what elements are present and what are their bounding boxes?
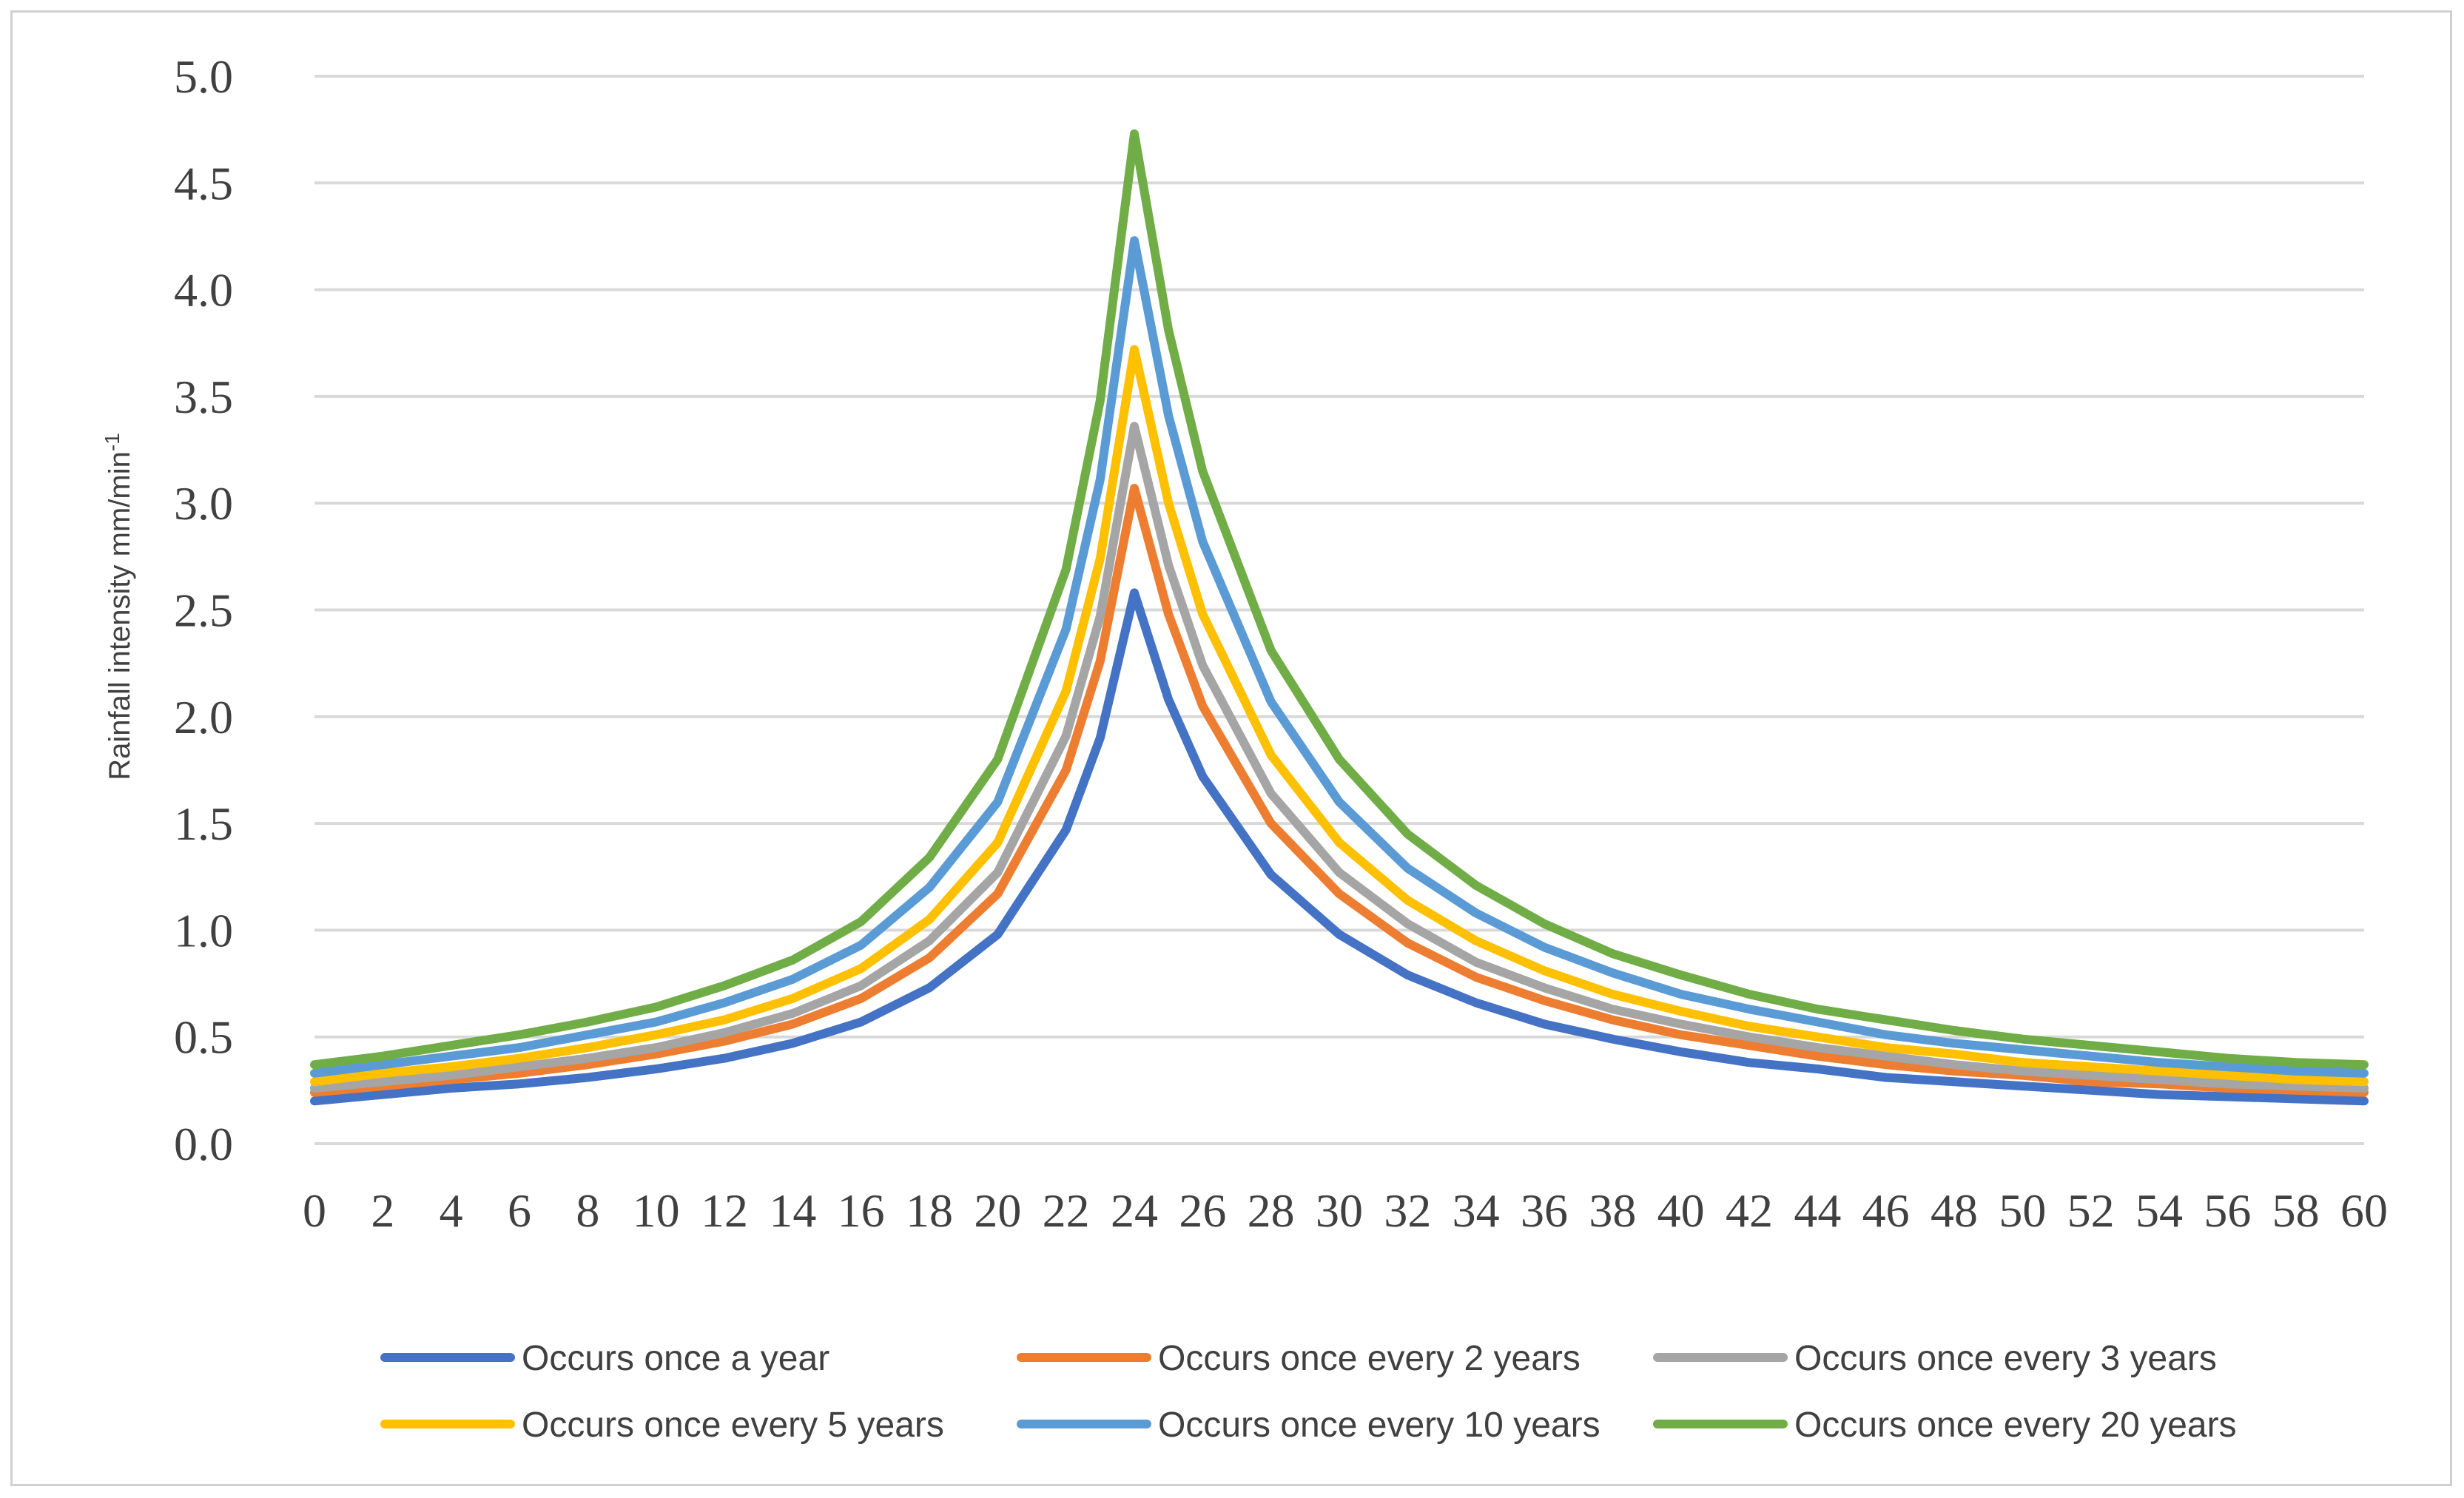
legend-item-4: Occurs once every 5 years	[380, 1406, 944, 1445]
x-tick-label: 20	[974, 1184, 1021, 1237]
series-line-2	[310, 484, 2369, 1097]
y-tick-label: 5.0	[174, 50, 233, 103]
y-tick-label: 2.0	[174, 691, 233, 743]
y-axis-title-superscript: -1	[101, 433, 124, 451]
x-tick-label: 22	[1043, 1184, 1090, 1237]
series-line-6	[310, 129, 2369, 1070]
x-tick-label: 46	[1862, 1184, 1910, 1237]
legend-item-6: Occurs once every 20 years	[1653, 1406, 2237, 1445]
x-tick-label: 54	[2135, 1184, 2183, 1237]
y-axis-title: Rainfall intensity mm/min-1	[101, 433, 136, 780]
x-tick-label: 42	[1726, 1184, 1773, 1237]
legend-item-2: Occurs once every 2 years	[1017, 1339, 1581, 1378]
legend-label: Occurs once every 5 years	[522, 1406, 944, 1445]
x-tick-label: 16	[838, 1184, 885, 1237]
x-tick-label: 10	[633, 1184, 680, 1237]
series-line-3	[310, 422, 2369, 1093]
x-tick-label: 12	[701, 1184, 748, 1237]
x-tick-label: 50	[1999, 1184, 2046, 1237]
x-tick-label: 36	[1521, 1184, 1568, 1237]
x-tick-label: 24	[1111, 1184, 1158, 1237]
legend-item-1: Occurs once a year	[380, 1339, 829, 1378]
y-tick-label: 4.5	[174, 157, 233, 209]
legend-item-5: Occurs once every 10 years	[1017, 1406, 1600, 1445]
legend-label: Occurs once a year	[522, 1339, 829, 1378]
x-tick-label: 34	[1453, 1184, 1500, 1237]
x-tick-label: 26	[1179, 1184, 1226, 1237]
y-axis-ticks: 0.0 0.5 1.0 1.5 2.0 2.5 3.0 3.5 4.0 4.5 5.0	[174, 50, 233, 1170]
x-tick-label: 8	[576, 1184, 599, 1237]
y-tick-label: 2.5	[174, 584, 233, 637]
legend: Occurs once a year Occurs once every 2 ye…	[380, 1339, 2237, 1445]
x-tick-label: 30	[1316, 1184, 1363, 1237]
x-tick-label: 28	[1248, 1184, 1295, 1237]
y-tick-label: 0.5	[174, 1011, 233, 1064]
x-tick-label: 32	[1384, 1184, 1431, 1237]
legend-label: Occurs once every 20 years	[1794, 1406, 2237, 1445]
x-tick-label: 56	[2204, 1184, 2251, 1237]
y-tick-label: 3.5	[174, 371, 233, 423]
x-axis-ticks: 0 2 4 6 8 10 12 14 16 18 20 22 24 26 28 30 32 34 36 38 40 42 4…	[303, 1184, 2388, 1237]
x-tick-label: 40	[1657, 1184, 1705, 1237]
x-tick-label: 44	[1794, 1184, 1841, 1237]
y-tick-label: 1.5	[174, 797, 233, 850]
x-tick-label: 14	[769, 1184, 816, 1237]
series-lines	[310, 129, 2369, 1106]
legend-label: Occurs once every 3 years	[1794, 1339, 2217, 1378]
series-line-4	[310, 345, 2369, 1087]
x-tick-label: 38	[1589, 1184, 1636, 1237]
x-tick-label: 0	[303, 1184, 326, 1237]
x-tick-label: 48	[1931, 1184, 1978, 1237]
x-tick-label: 2	[371, 1184, 394, 1237]
y-tick-label: 3.0	[174, 477, 233, 530]
legend-label: Occurs once every 10 years	[1158, 1406, 1600, 1445]
grid-lines	[314, 75, 2364, 1145]
x-tick-label: 4	[440, 1184, 463, 1237]
legend-label: Occurs once every 2 years	[1158, 1339, 1581, 1378]
y-tick-label: 4.0	[174, 264, 233, 317]
x-tick-label: 58	[2272, 1184, 2320, 1237]
x-tick-label: 6	[508, 1184, 531, 1237]
legend-item-3: Occurs once every 3 years	[1653, 1339, 2217, 1378]
x-tick-label: 60	[2340, 1184, 2388, 1237]
y-tick-label: 1.0	[174, 904, 233, 957]
x-tick-label: 52	[2067, 1184, 2115, 1237]
series-line-5	[310, 236, 2369, 1078]
x-tick-label: 18	[906, 1184, 953, 1237]
series-line-1	[310, 588, 2369, 1106]
y-tick-label: 0.0	[174, 1118, 233, 1170]
